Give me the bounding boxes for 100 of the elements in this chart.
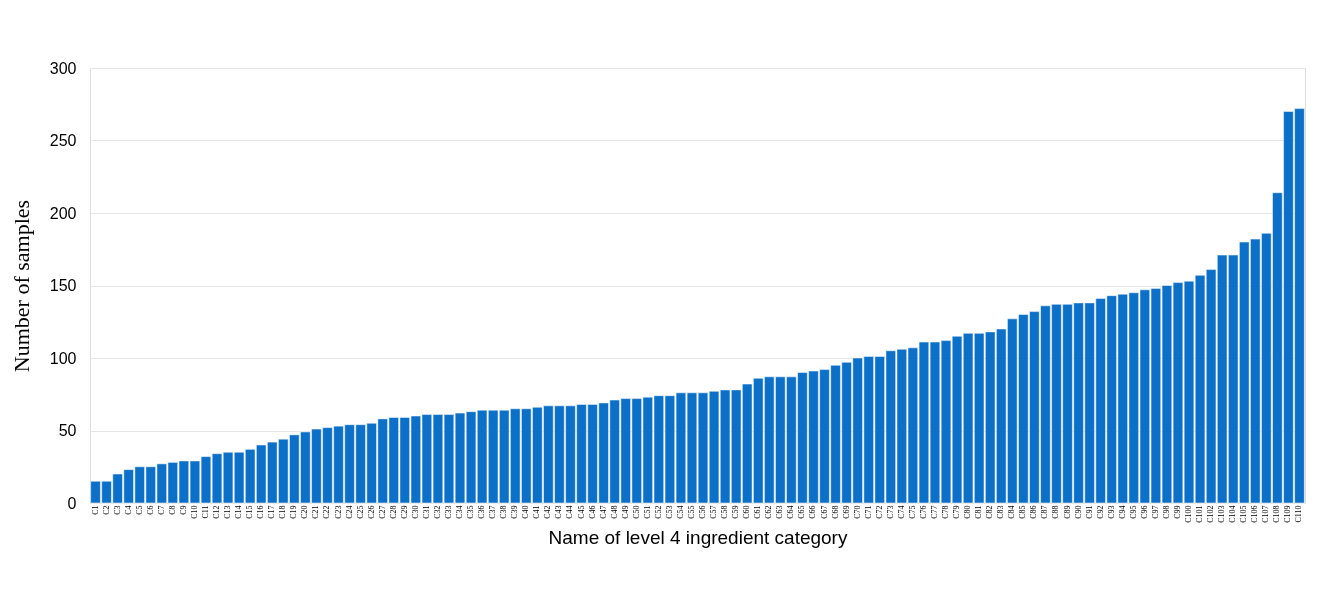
x-tick-label: C70 — [852, 505, 862, 519]
y-tick-label: 50 — [58, 422, 77, 439]
x-tick-label: C108 — [1272, 505, 1282, 523]
x-tick-label: C30 — [410, 505, 420, 519]
x-tick-label: C64 — [786, 505, 796, 519]
x-tick-label: C41 — [532, 505, 542, 519]
x-tick-label: C62 — [764, 505, 774, 519]
x-tick-label: C35 — [466, 505, 476, 519]
x-tick-label: C51 — [642, 505, 652, 519]
x-tick-label: C73 — [885, 505, 895, 519]
x-tick-label: C56 — [698, 505, 708, 519]
x-tick-label: C12 — [212, 505, 222, 519]
x-tick-label: C65 — [797, 505, 807, 519]
x-tick-label: C110 — [1294, 505, 1304, 523]
x-tick-label: C63 — [775, 505, 785, 519]
x-tick-label: C75 — [907, 505, 917, 519]
x-tick-label: C18 — [278, 505, 288, 519]
x-tick-label: C97 — [1150, 505, 1160, 519]
x-tick-label: C86 — [1029, 505, 1039, 519]
x-tick-label: C94 — [1117, 505, 1127, 519]
x-tick-label: C76 — [918, 505, 928, 519]
x-tick-label: C38 — [499, 505, 509, 519]
x-tick-label: C68 — [830, 505, 840, 519]
x-tick-label: C21 — [311, 505, 321, 519]
x-tick-label: C4 — [123, 505, 133, 515]
x-tick-label: C106 — [1250, 505, 1260, 523]
x-axis-title: Name of level 4 ingredient category — [548, 526, 848, 548]
x-tick-label: C96 — [1139, 505, 1149, 519]
x-tick-label: C101 — [1195, 505, 1205, 523]
x-tick-label: C105 — [1239, 505, 1249, 523]
x-tick-label: C1 — [90, 505, 100, 515]
x-tick-label: C103 — [1217, 505, 1227, 523]
x-tick-label: C13 — [223, 505, 233, 519]
x-tick-label: C40 — [521, 505, 531, 519]
x-tick-label: C83 — [996, 505, 1006, 519]
x-tick-label: C81 — [974, 505, 984, 519]
x-tick-label: C55 — [686, 505, 696, 519]
x-tick-label: C26 — [366, 505, 376, 519]
x-tick-label: C45 — [576, 505, 586, 519]
x-tick-label: C61 — [753, 505, 763, 519]
x-tick-label: C8 — [167, 505, 177, 515]
x-tick-label: C11 — [200, 505, 210, 519]
x-tick-label: C98 — [1161, 505, 1171, 519]
x-tick-label: C9 — [178, 505, 188, 515]
y-tick-label: 250 — [49, 132, 77, 149]
x-tick-label: C50 — [631, 505, 641, 519]
x-tick-label: C6 — [145, 505, 155, 515]
x-tick-label: C67 — [819, 505, 829, 519]
x-tick-label: C27 — [377, 505, 387, 519]
x-tick-label: C43 — [554, 505, 564, 519]
x-tick-label: C22 — [322, 505, 332, 519]
x-tick-label: C42 — [543, 505, 553, 519]
x-tick-label: C107 — [1261, 505, 1271, 523]
x-tick-label: C5 — [134, 505, 144, 515]
x-tick-label: C52 — [653, 505, 663, 519]
y-tick-label: 100 — [49, 349, 77, 367]
x-tick-label: C23 — [333, 505, 343, 519]
x-tick-label: C102 — [1206, 505, 1216, 523]
x-tick-label: C88 — [1051, 505, 1061, 519]
x-tick-label: C10 — [189, 505, 199, 519]
x-tick-label: C37 — [488, 505, 498, 519]
x-tick-label: C36 — [477, 505, 487, 519]
x-tick-label: C100 — [1184, 505, 1194, 523]
x-tick-label: C93 — [1106, 505, 1116, 519]
x-tick-label: C15 — [245, 505, 255, 519]
x-tick-label: C28 — [388, 505, 398, 519]
x-tick-label: C85 — [1018, 505, 1028, 519]
y-tick-label: 200 — [49, 204, 77, 222]
x-tick-label: C33 — [443, 505, 453, 519]
x-tick-label: C48 — [609, 505, 619, 519]
x-tick-label: C74 — [896, 505, 906, 519]
x-tick-label: C25 — [355, 505, 365, 519]
y-tick-label: 150 — [49, 277, 77, 294]
x-tick-label: C44 — [565, 505, 575, 519]
x-tick-label: C7 — [156, 505, 166, 515]
x-tick-label: C92 — [1095, 505, 1105, 519]
x-tick-label: C16 — [256, 505, 266, 519]
x-tick-label: C58 — [720, 505, 730, 519]
x-tick-label: C79 — [952, 505, 962, 519]
x-tick-label: C2 — [101, 505, 111, 515]
x-tick-label: C14 — [234, 505, 244, 519]
x-tick-label: C72 — [874, 505, 884, 519]
x-tick-label: C34 — [455, 505, 465, 519]
y-tick-label: 0 — [67, 494, 77, 512]
x-tick-label: C39 — [510, 505, 520, 519]
x-tick-label: C53 — [664, 505, 674, 519]
y-axis-title: Number of samples — [8, 199, 34, 373]
x-tick-label: C104 — [1228, 505, 1238, 523]
x-tick-label: C54 — [675, 505, 685, 519]
x-tick-label: C32 — [432, 505, 442, 519]
x-tick-label: C66 — [808, 505, 818, 519]
x-tick-label: C80 — [963, 505, 973, 519]
x-tick-label: C24 — [344, 505, 354, 519]
x-tick-label: C89 — [1062, 505, 1072, 519]
x-tick-label: C78 — [941, 505, 951, 519]
x-tick-label: C20 — [300, 505, 310, 519]
x-tick-label: C29 — [399, 505, 409, 519]
x-tick-label: C91 — [1084, 505, 1094, 519]
x-tick-label: C59 — [731, 505, 741, 519]
x-tick-label: C109 — [1283, 505, 1293, 523]
